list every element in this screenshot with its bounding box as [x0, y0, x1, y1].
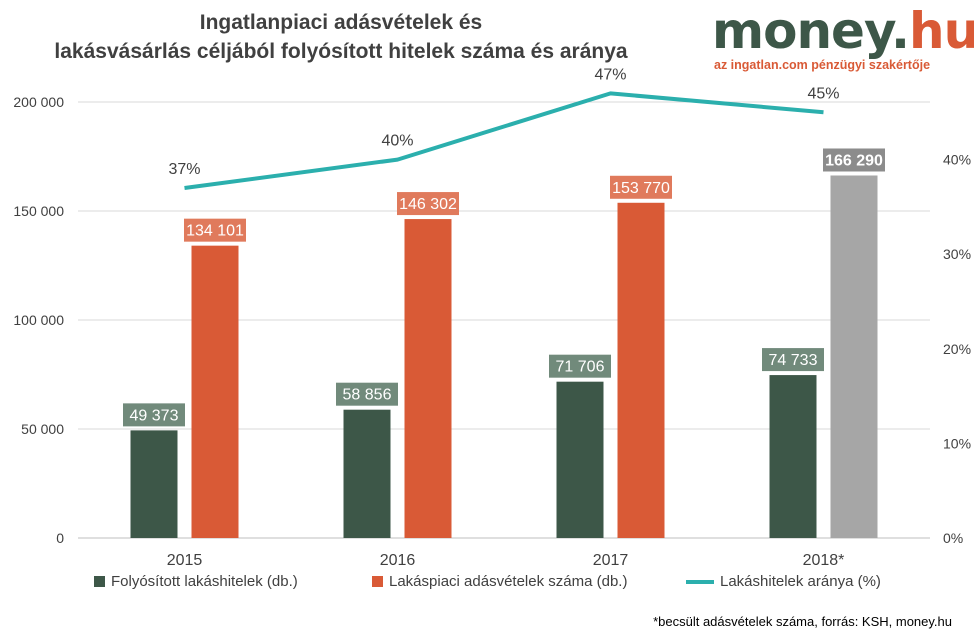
data-label-loans-box — [123, 403, 185, 427]
data-label-sales-box — [823, 148, 885, 172]
legend-item-sales: Lakáspiaci adásvételek száma (db.) — [372, 573, 627, 590]
legend-label-loans: Folyósított lakáshitelek (db.) — [111, 573, 298, 590]
category-label: 2015 — [167, 552, 203, 569]
data-label-ratio: 37% — [168, 161, 200, 178]
data-label-loans: 74 733 — [769, 352, 818, 369]
right-axis-tick-label: 0% — [943, 530, 963, 546]
logo-wordmark-main: money. — [712, 2, 910, 60]
category-label: 2018* — [803, 552, 845, 569]
data-label-ratio: 45% — [807, 85, 839, 102]
chart-title: Ingatlanpiaci adásvételek és lakásvásárl… — [0, 8, 682, 66]
chart-title-line-1: Ingatlanpiaci adásvételek és — [199, 11, 483, 34]
data-label-loans-box — [549, 354, 611, 378]
chart-title-line-2: lakásvásárlás céljából folyósított hitel… — [54, 40, 628, 63]
logo-wordmark: money.hu — [712, 2, 974, 60]
data-label-loans: 71 706 — [556, 359, 605, 376]
right-axis-tick-label: 10% — [943, 435, 971, 451]
legend-item-loans: Folyósított lakáshitelek (db.) — [94, 573, 298, 590]
data-label-sales: 146 302 — [399, 196, 457, 213]
category-label: 2017 — [593, 552, 629, 569]
data-label-loans-box — [336, 382, 398, 406]
ratio-line — [184, 91, 824, 190]
data-label-loans: 49 373 — [130, 407, 179, 424]
data-label-sales: 153 770 — [612, 180, 670, 197]
left-axis-tick-label: 50 000 — [21, 421, 64, 437]
bar-sales — [830, 175, 878, 538]
legend-swatch-sales — [372, 576, 383, 587]
legend-item-ratio: Lakáshitelek aránya (%) — [686, 573, 881, 590]
bar-sales — [404, 219, 452, 538]
bar-loans — [130, 430, 178, 538]
bar-loans — [769, 375, 817, 538]
data-label-sales-box — [397, 192, 459, 216]
data-label-sales-box — [610, 175, 672, 199]
legend-swatch-ratio — [686, 579, 714, 584]
bar-sales — [617, 202, 665, 538]
right-axis-tick-label: 40% — [943, 152, 971, 168]
money-hu-logo: money.hu az ingatlan.com pénzügyi szakér… — [712, 2, 974, 72]
legend-swatch-loans — [94, 576, 105, 587]
left-axis-tick-label: 0 — [56, 530, 64, 546]
chart-legend: Folyósított lakáshitelek (db.) Lakáspiac… — [0, 573, 974, 597]
right-axis-tick-label: 20% — [943, 341, 971, 357]
legend-label-sales: Lakáspiaci adásvételek száma (db.) — [389, 573, 628, 590]
logo-tagline: az ingatlan.com pénzügyi szakértője — [714, 58, 931, 72]
logo-wordmark-accent: hu — [908, 2, 974, 60]
source-footnote: *becsült adásvételek száma, forrás: KSH,… — [653, 614, 952, 629]
bar-sales — [191, 245, 239, 538]
legend-label-ratio: Lakáshitelek aránya (%) — [720, 573, 881, 590]
data-label-ratio: 40% — [381, 133, 413, 150]
data-label-ratio: 47% — [594, 66, 626, 83]
left-axis-tick-label: 100 000 — [13, 312, 64, 328]
data-label-loans-box — [762, 348, 824, 372]
data-label-sales-box — [184, 218, 246, 242]
category-label: 2016 — [380, 552, 416, 569]
data-label-sales: 134 101 — [186, 223, 244, 240]
right-axis-tick-label: 30% — [943, 246, 971, 262]
bar-loans — [556, 381, 604, 538]
left-axis-tick-label: 200 000 — [13, 94, 64, 110]
left-axis-tick-label: 150 000 — [13, 203, 64, 219]
bar-loans — [343, 409, 391, 538]
data-label-loans: 58 856 — [343, 387, 392, 404]
data-label-sales: 166 290 — [825, 152, 883, 169]
